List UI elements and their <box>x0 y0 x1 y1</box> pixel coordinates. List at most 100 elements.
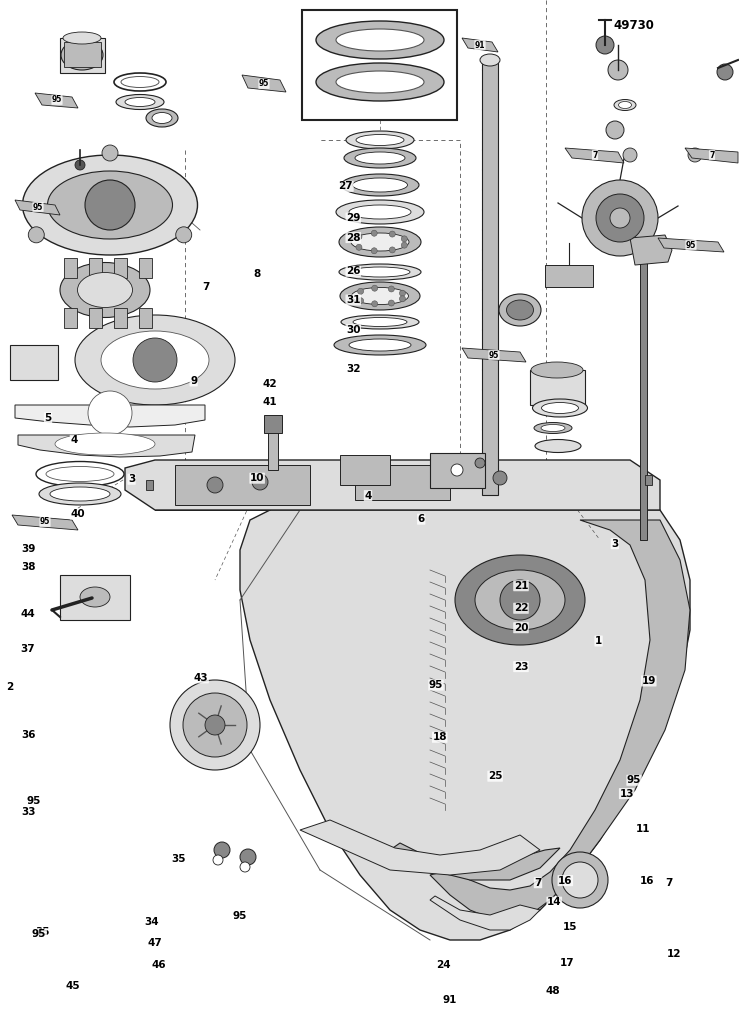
Circle shape <box>606 121 624 139</box>
Circle shape <box>623 148 637 162</box>
Text: 48: 48 <box>545 986 560 996</box>
Bar <box>139 308 152 328</box>
Polygon shape <box>390 843 560 880</box>
Ellipse shape <box>55 433 155 455</box>
Circle shape <box>608 60 628 80</box>
Text: 9: 9 <box>190 376 197 386</box>
Ellipse shape <box>339 227 421 257</box>
Text: 37: 37 <box>21 644 35 654</box>
Text: 16: 16 <box>639 876 654 886</box>
Text: 95: 95 <box>27 796 41 806</box>
Ellipse shape <box>619 101 632 109</box>
Circle shape <box>389 300 395 306</box>
Text: 43: 43 <box>194 673 208 683</box>
Ellipse shape <box>351 233 409 251</box>
Ellipse shape <box>80 587 110 607</box>
Bar <box>340 455 390 485</box>
Polygon shape <box>565 148 624 163</box>
Bar <box>64 258 77 278</box>
Text: 36: 36 <box>21 730 35 740</box>
Polygon shape <box>430 896 540 930</box>
Ellipse shape <box>341 174 419 196</box>
Ellipse shape <box>344 148 416 168</box>
Ellipse shape <box>336 71 424 93</box>
Text: 3: 3 <box>128 474 135 484</box>
Text: 95: 95 <box>627 775 641 785</box>
Bar <box>89 258 102 278</box>
Circle shape <box>213 855 223 865</box>
Bar <box>114 258 127 278</box>
Text: 91: 91 <box>442 995 457 1006</box>
Polygon shape <box>462 348 526 362</box>
Text: 95: 95 <box>33 203 43 212</box>
Circle shape <box>88 391 132 435</box>
Text: 20: 20 <box>514 623 528 633</box>
Circle shape <box>176 227 191 243</box>
Text: 28: 28 <box>346 232 361 243</box>
Circle shape <box>356 233 362 240</box>
Text: 49730: 49730 <box>613 19 655 32</box>
Polygon shape <box>15 200 60 215</box>
Text: 10: 10 <box>250 473 265 483</box>
Ellipse shape <box>336 29 424 51</box>
Text: 13: 13 <box>619 788 634 799</box>
Ellipse shape <box>535 439 581 453</box>
Bar <box>302 10 457 120</box>
Text: 95: 95 <box>233 911 248 922</box>
Text: 26: 26 <box>346 266 361 276</box>
Circle shape <box>610 208 630 228</box>
Ellipse shape <box>46 467 114 481</box>
Ellipse shape <box>36 462 124 486</box>
Bar <box>645 475 652 485</box>
Text: 22: 22 <box>514 603 528 613</box>
Ellipse shape <box>353 178 407 193</box>
Text: 35: 35 <box>171 854 186 864</box>
Circle shape <box>562 862 598 898</box>
Text: 11: 11 <box>636 824 650 835</box>
Bar <box>482 60 498 495</box>
Circle shape <box>358 289 364 294</box>
Polygon shape <box>18 435 195 457</box>
Ellipse shape <box>614 99 636 111</box>
Circle shape <box>500 580 540 620</box>
Circle shape <box>389 286 395 292</box>
Circle shape <box>85 180 135 230</box>
Text: 21: 21 <box>514 581 528 591</box>
Text: 32: 32 <box>346 364 361 374</box>
Bar <box>640 250 647 540</box>
Ellipse shape <box>531 362 583 378</box>
Ellipse shape <box>355 152 405 164</box>
Text: 41: 41 <box>262 397 277 408</box>
Text: 7: 7 <box>593 151 598 160</box>
Circle shape <box>214 842 230 858</box>
Text: 40: 40 <box>70 509 85 519</box>
Text: 91: 91 <box>474 41 486 49</box>
Circle shape <box>102 145 118 161</box>
Polygon shape <box>15 406 205 427</box>
Circle shape <box>372 301 378 307</box>
Ellipse shape <box>22 155 197 255</box>
Text: 27: 27 <box>338 181 353 191</box>
Ellipse shape <box>506 300 534 319</box>
Ellipse shape <box>125 97 155 106</box>
Ellipse shape <box>316 63 444 101</box>
Text: 24: 24 <box>436 959 451 970</box>
Polygon shape <box>630 234 672 265</box>
Circle shape <box>252 474 268 490</box>
Text: 5: 5 <box>44 413 52 423</box>
Ellipse shape <box>353 317 407 327</box>
Polygon shape <box>155 510 690 940</box>
Text: 29: 29 <box>346 213 361 223</box>
Circle shape <box>451 464 463 476</box>
Polygon shape <box>35 93 78 108</box>
Ellipse shape <box>114 73 166 91</box>
Ellipse shape <box>346 131 414 150</box>
Ellipse shape <box>63 32 101 44</box>
Text: 14: 14 <box>547 897 562 907</box>
Ellipse shape <box>499 294 541 326</box>
Circle shape <box>207 477 223 493</box>
Circle shape <box>371 230 377 237</box>
Ellipse shape <box>455 555 585 645</box>
Circle shape <box>475 473 485 483</box>
Polygon shape <box>242 75 286 92</box>
